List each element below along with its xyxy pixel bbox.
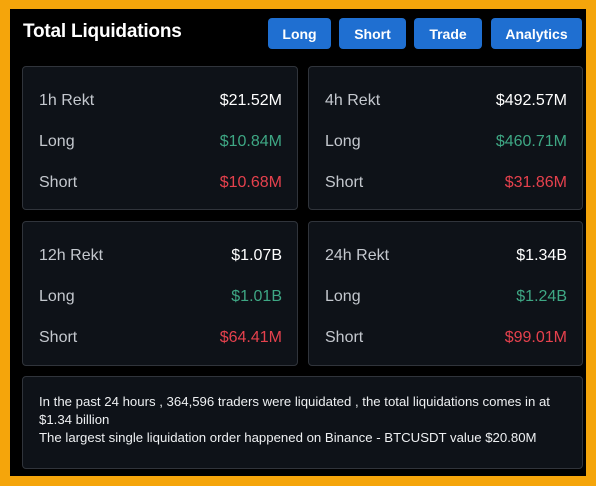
period-label: 4h Rekt	[325, 92, 381, 109]
long-row: Long $1.24B	[325, 287, 567, 307]
short-label: Short	[325, 174, 364, 191]
short-value: $31.86M	[504, 174, 567, 191]
short-value: $99.01M	[504, 329, 567, 346]
card-4h: 4h Rekt $492.57M Long $460.71M Short $31…	[308, 66, 583, 210]
period-label: 24h Rekt	[325, 247, 390, 264]
long-label: Long	[325, 288, 361, 305]
total-row: 12h Rekt $1.07B	[39, 246, 282, 266]
period-label: 1h Rekt	[39, 92, 95, 109]
liquidations-panel: Total Liquidations Long Short Trade Anal…	[10, 9, 586, 476]
short-label: Short	[39, 174, 78, 191]
long-label: Long	[39, 133, 75, 150]
long-value: $1.01B	[231, 288, 282, 305]
short-label: Short	[325, 329, 364, 346]
trade-button[interactable]: Trade	[414, 18, 482, 49]
total-value: $492.57M	[495, 92, 567, 109]
period-label: 12h Rekt	[39, 247, 104, 264]
long-value: $460.71M	[495, 133, 567, 150]
total-row: 4h Rekt $492.57M	[325, 91, 567, 111]
short-row: Short $31.86M	[325, 173, 567, 193]
total-row: 1h Rekt $21.52M	[39, 91, 282, 111]
long-value: $10.84M	[219, 133, 282, 150]
long-label: Long	[325, 133, 361, 150]
panel-title: Total Liquidations	[23, 21, 182, 42]
total-value: $1.34B	[516, 247, 567, 264]
long-row: Long $460.71M	[325, 132, 567, 152]
total-row: 24h Rekt $1.34B	[325, 246, 567, 266]
long-button[interactable]: Long	[268, 18, 331, 49]
short-value: $10.68M	[219, 174, 282, 191]
short-value: $64.41M	[219, 329, 282, 346]
total-value: $21.52M	[219, 92, 282, 109]
analytics-button[interactable]: Analytics	[491, 18, 582, 49]
card-12h: 12h Rekt $1.07B Long $1.01B Short $64.41…	[22, 221, 298, 366]
long-row: Long $1.01B	[39, 287, 282, 307]
short-row: Short $64.41M	[39, 328, 282, 348]
liquidation-summary: In the past 24 hours , 364,596 traders w…	[22, 376, 583, 469]
summary-line-largest-order: The largest single liquidation order hap…	[39, 430, 537, 445]
summary-line-traders: In the past 24 hours , 364,596 traders w…	[39, 394, 550, 427]
short-button[interactable]: Short	[339, 18, 406, 49]
short-label: Short	[39, 329, 78, 346]
total-value: $1.07B	[231, 247, 282, 264]
short-row: Short $10.68M	[39, 173, 282, 193]
short-row: Short $99.01M	[325, 328, 567, 348]
long-row: Long $10.84M	[39, 132, 282, 152]
long-value: $1.24B	[516, 288, 567, 305]
long-label: Long	[39, 288, 75, 305]
card-1h: 1h Rekt $21.52M Long $10.84M Short $10.6…	[22, 66, 298, 210]
card-24h: 24h Rekt $1.34B Long $1.24B Short $99.01…	[308, 221, 583, 366]
